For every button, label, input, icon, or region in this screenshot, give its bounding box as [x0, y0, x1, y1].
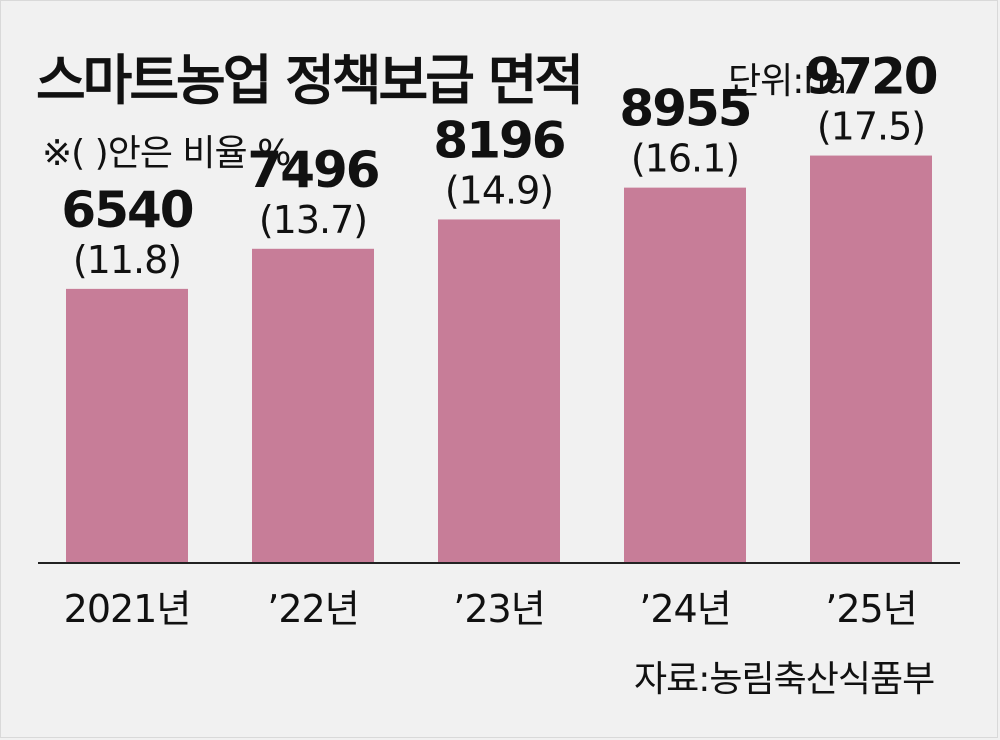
value-label-2: 7496: [247, 141, 378, 199]
value-label-1: 6540: [61, 181, 192, 239]
ratio-label-4: (16.1): [631, 137, 739, 181]
x-tick-label-1: 2021년: [64, 587, 191, 631]
x-tick-label-3: ’23년: [453, 587, 544, 631]
x-tick-label-2: ’22년: [267, 587, 358, 631]
chart-title: 스마트농업 정책보급 면적: [36, 49, 584, 112]
ratio-label-3: (14.9): [445, 168, 553, 212]
bar-3: [438, 219, 560, 564]
ratio-label-5: (17.5): [817, 105, 925, 149]
bar-2: [252, 248, 374, 563]
source-label: 자료:농림축산식품부: [634, 659, 935, 700]
unit-label: 단위:ha: [728, 61, 847, 102]
ratio-label-1: (11.8): [73, 238, 181, 282]
x-tick-label-4: ’24년: [639, 587, 730, 631]
ratio-note: ※( )안은 비율 %: [42, 133, 291, 174]
bar-4: [624, 187, 746, 564]
bar-1: [66, 288, 188, 563]
x-tick-label-5: ’25년: [825, 587, 916, 631]
bar-5: [810, 155, 932, 563]
ratio-label-2: (13.7): [259, 198, 367, 242]
value-label-5: 9720: [805, 48, 936, 106]
value-label-3: 8196: [433, 111, 564, 169]
value-label-4: 8955: [619, 80, 750, 138]
